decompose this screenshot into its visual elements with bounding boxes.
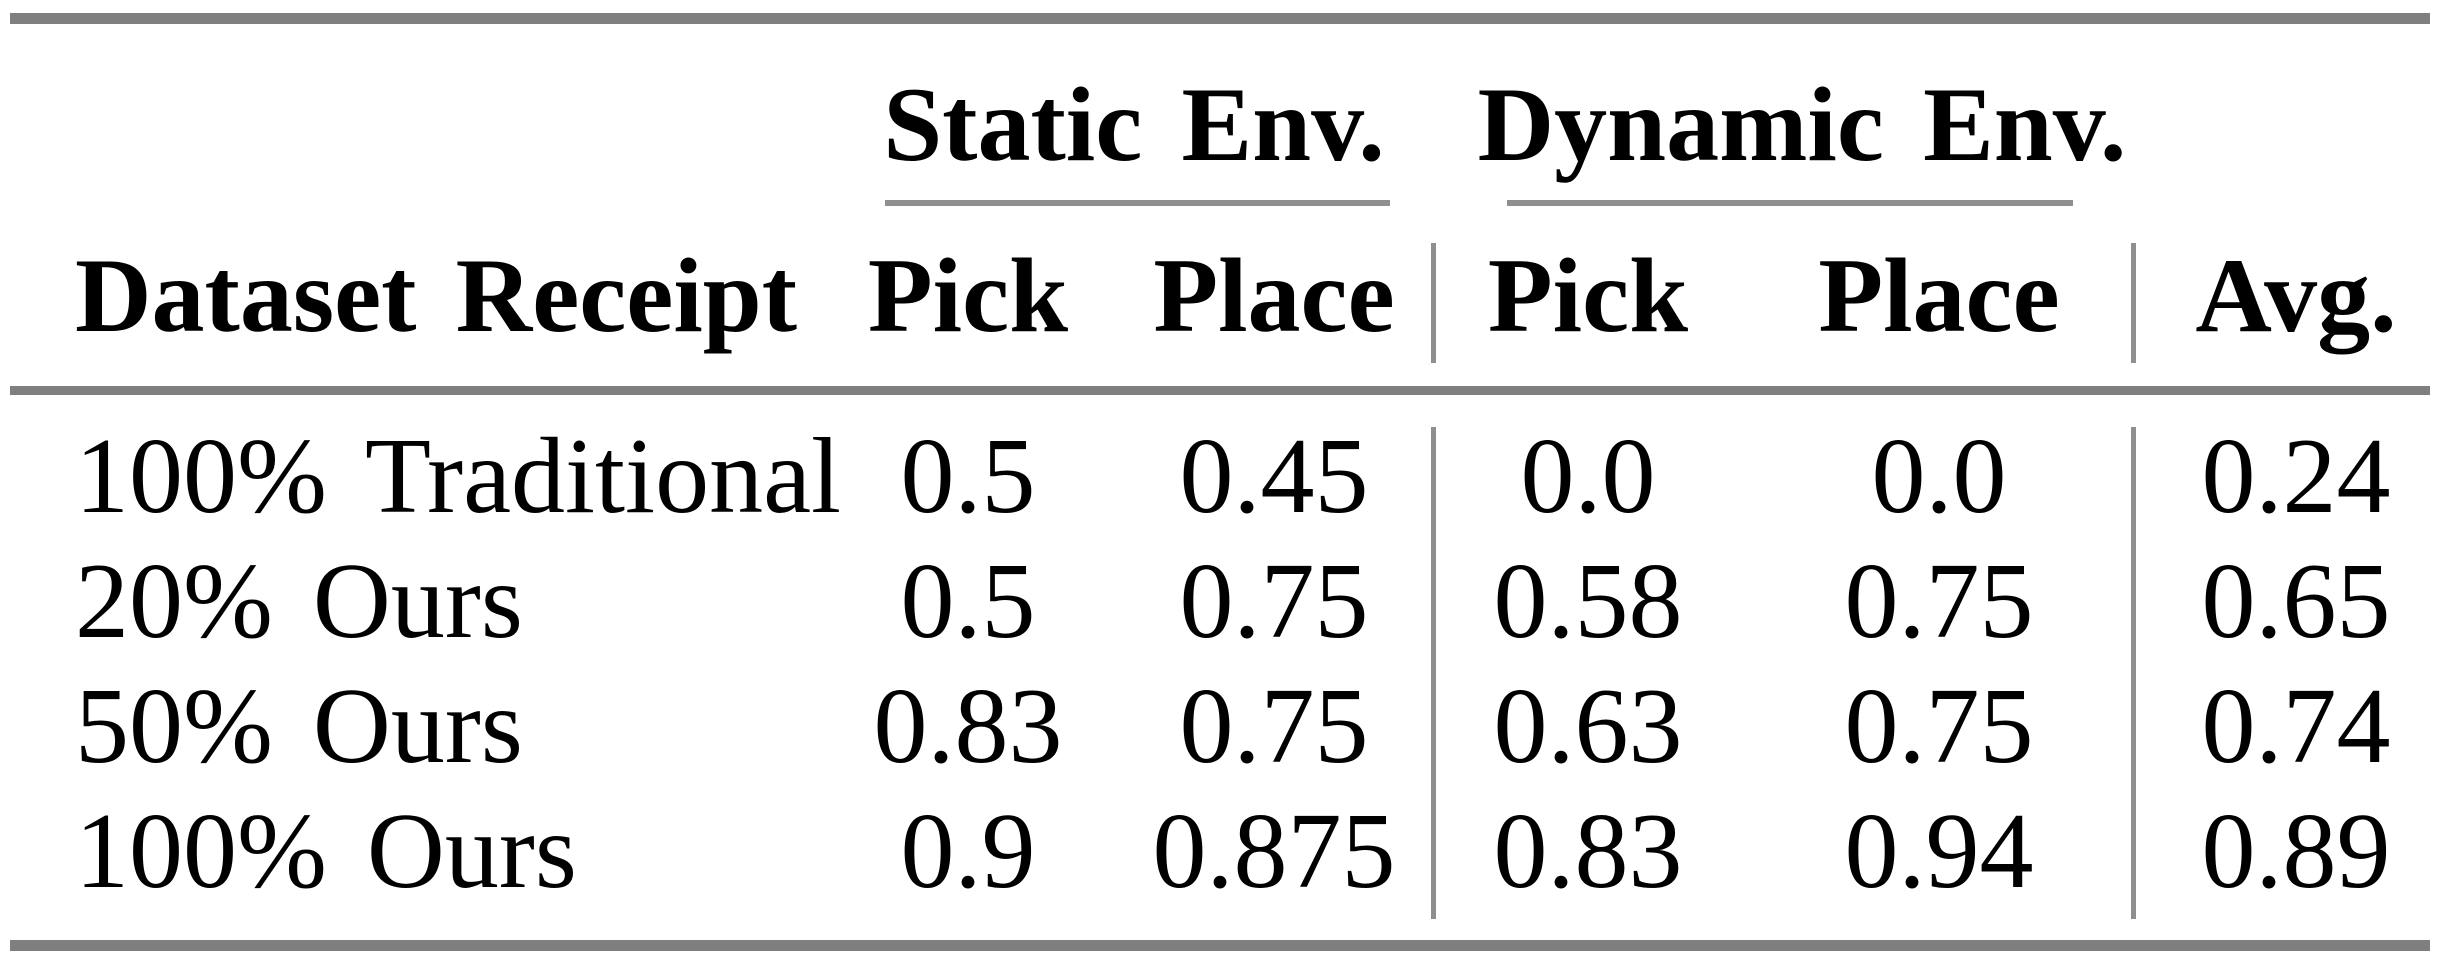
value-static-place: 0.75 xyxy=(1179,542,1369,661)
mid-rule xyxy=(10,386,2430,395)
header-dataset-receipt: Dataset Receipt xyxy=(75,237,798,354)
value-avg: 0.24 xyxy=(2201,417,2391,536)
static-env-underline xyxy=(885,200,1390,206)
row-label: 100% Ours xyxy=(75,792,577,911)
column-group-dynamic-env: Dynamic Env. xyxy=(1477,66,2127,183)
table-row: 20% Ours 0.5 0.75 0.58 0.75 0.65 xyxy=(0,540,2440,664)
value-dynamic-pick: 0.63 xyxy=(1493,667,1683,786)
value-dynamic-pick: 0.58 xyxy=(1493,542,1683,661)
table-row: 100% Ours 0.9 0.875 0.83 0.94 0.89 xyxy=(0,790,2440,914)
column-group-header-row: Static Env. Dynamic Env. xyxy=(0,59,2440,191)
value-dynamic-place: 0.75 xyxy=(1844,667,2034,786)
header-static-pick: Pick xyxy=(867,237,1069,354)
row-label: 20% Ours xyxy=(75,542,523,661)
value-dynamic-place: 0.0 xyxy=(1871,417,2007,536)
header-avg: Avg. xyxy=(2195,237,2397,354)
column-separator-dynamic-avg xyxy=(2131,427,2136,919)
value-avg: 0.89 xyxy=(2201,792,2391,911)
dynamic-env-underline xyxy=(1507,200,2073,206)
value-avg: 0.74 xyxy=(2201,667,2391,786)
value-avg: 0.65 xyxy=(2201,542,2391,661)
value-static-pick: 0.9 xyxy=(900,792,1036,911)
row-label: 50% Ours xyxy=(75,667,523,786)
column-header-row: Dataset Receipt Pick Place Pick Place Av… xyxy=(0,230,2440,362)
value-static-pick: 0.5 xyxy=(900,417,1036,536)
bottom-rule xyxy=(10,940,2430,951)
column-group-static-env: Static Env. xyxy=(883,66,1385,183)
value-static-pick: 0.5 xyxy=(900,542,1036,661)
value-static-place: 0.75 xyxy=(1179,667,1369,786)
column-separator-static-dynamic xyxy=(1431,243,1436,363)
value-dynamic-pick: 0.83 xyxy=(1493,792,1683,911)
value-static-place: 0.45 xyxy=(1179,417,1369,536)
table-row: 100% Traditional 0.5 0.45 0.0 0.0 0.24 xyxy=(0,415,2440,539)
column-separator-dynamic-avg xyxy=(2131,243,2136,363)
header-dynamic-pick: Pick xyxy=(1487,237,1689,354)
value-static-pick: 0.83 xyxy=(873,667,1063,786)
table-row: 50% Ours 0.83 0.75 0.63 0.75 0.74 xyxy=(0,665,2440,789)
column-separator-static-dynamic xyxy=(1431,427,1436,919)
value-static-place: 0.875 xyxy=(1152,792,1396,911)
row-label: 100% Traditional xyxy=(75,417,842,536)
value-dynamic-place: 0.94 xyxy=(1844,792,2034,911)
value-dynamic-pick: 0.0 xyxy=(1520,417,1656,536)
header-dynamic-place: Place xyxy=(1818,237,2060,354)
value-dynamic-place: 0.75 xyxy=(1844,542,2034,661)
header-static-place: Place xyxy=(1153,237,1395,354)
top-rule xyxy=(10,13,2430,24)
